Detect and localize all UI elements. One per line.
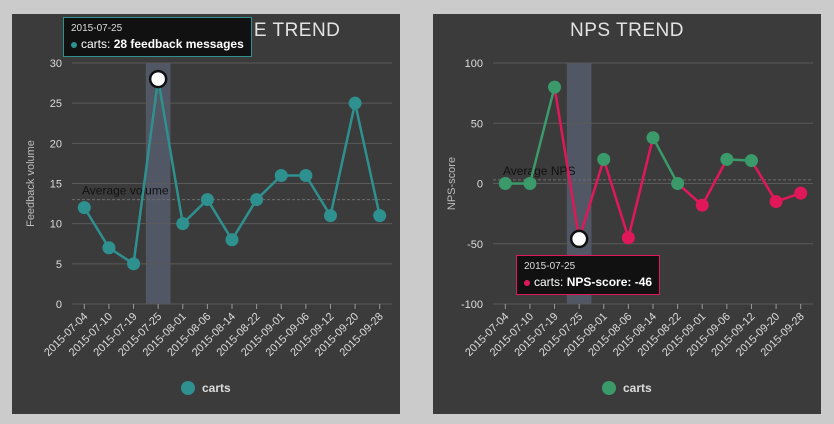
- y-tick-label: 30: [50, 58, 62, 70]
- data-point: [127, 257, 141, 271]
- data-point: [250, 193, 264, 207]
- highlighted-data-point: [569, 229, 589, 249]
- data-point: [77, 201, 91, 215]
- data-point: [794, 186, 808, 200]
- series-segment: [206, 198, 234, 241]
- data-point: [769, 195, 783, 209]
- series-segment: [329, 102, 357, 216]
- data-point: [102, 241, 116, 255]
- data-point: [646, 131, 660, 145]
- series-segment: [353, 102, 381, 216]
- legend-marker: [602, 381, 616, 395]
- series-segment: [304, 174, 332, 217]
- series-segment: [627, 137, 655, 239]
- data-point: [671, 177, 685, 190]
- tooltip-date: 2015-07-25: [524, 261, 576, 272]
- tooltip-value: 28 feedback messages: [113, 37, 244, 51]
- data-point: [348, 96, 362, 110]
- tooltip-series: carts:: [534, 275, 564, 289]
- nps-panel: -100 -50 0 50 100 NPS-score Average NPS 2015-07…: [433, 14, 821, 414]
- data-point: [548, 80, 562, 94]
- feedback-volume-chart: 0 5 10 15 20 25 30 Feedback volume Average volum…: [25, 58, 392, 395]
- series-segment: [132, 78, 160, 264]
- series-segment: [553, 86, 581, 240]
- tooltip-series-dot: [71, 41, 77, 48]
- nps-chart: -100 -50 0 50 100 NPS-score Average NPS 2015-07…: [446, 58, 813, 395]
- series-segment: [156, 78, 185, 224]
- data-point: [299, 168, 313, 182]
- y-axis-label: NPS-score: [446, 157, 458, 210]
- data-point: [225, 233, 239, 247]
- data-point: [200, 193, 214, 207]
- data-point: [720, 152, 734, 166]
- data-point: [373, 209, 387, 223]
- chart-tooltip: 2015-07-25 carts: NPS-score: -46: [516, 255, 661, 295]
- data-point: [744, 154, 758, 168]
- data-point: [176, 217, 190, 231]
- series-segment: [528, 86, 556, 184]
- data-point: [695, 198, 709, 212]
- data-point: [621, 231, 635, 245]
- average-label: Average NPS: [503, 164, 576, 178]
- chart-title: NPS TREND: [570, 20, 684, 41]
- y-tick-label: 25: [50, 98, 62, 110]
- series-segment: [83, 206, 110, 249]
- y-tick-label: 50: [471, 118, 483, 130]
- y-tick-label: 0: [56, 299, 62, 311]
- y-tick-label: 20: [50, 138, 62, 150]
- highlighted-data-point: [148, 69, 168, 89]
- tooltip-date: 2015-07-25: [71, 23, 123, 34]
- y-tick-label: 5: [56, 259, 62, 271]
- y-tick-label: -50: [467, 239, 483, 251]
- data-point: [597, 152, 611, 166]
- series-segment: [230, 198, 258, 241]
- data-point: [323, 209, 337, 223]
- y-tick-label: 15: [50, 179, 62, 191]
- y-tick-label: -100: [461, 299, 483, 311]
- y-tick-label: 100: [465, 58, 483, 70]
- series-segment: [750, 159, 778, 203]
- y-tick-label: 0: [477, 179, 483, 191]
- tooltip-series-dot: [524, 279, 530, 286]
- y-tick-label: 10: [50, 219, 62, 231]
- series-segment: [577, 159, 605, 240]
- series-segment: [602, 159, 630, 239]
- y-axis-label: Feedback volume: [25, 140, 37, 227]
- tooltip-value: NPS-score: -46: [566, 275, 653, 289]
- legend-marker: [181, 381, 195, 395]
- series-segment: [651, 137, 679, 185]
- data-point: [523, 177, 537, 190]
- legend-label: carts: [202, 381, 231, 395]
- feedback-volume-panel: 0 5 10 15 20 25 30 Feedback volume Average volum…: [12, 14, 400, 414]
- legend-label: carts: [623, 381, 652, 395]
- chart-tooltip: 2015-07-25 carts: 28 feedback messages: [63, 17, 252, 57]
- data-point: [498, 177, 512, 190]
- data-point: [274, 168, 288, 182]
- average-label: Average volume: [82, 184, 169, 198]
- tooltip-series: carts:: [81, 37, 111, 51]
- series-segment: [701, 158, 728, 206]
